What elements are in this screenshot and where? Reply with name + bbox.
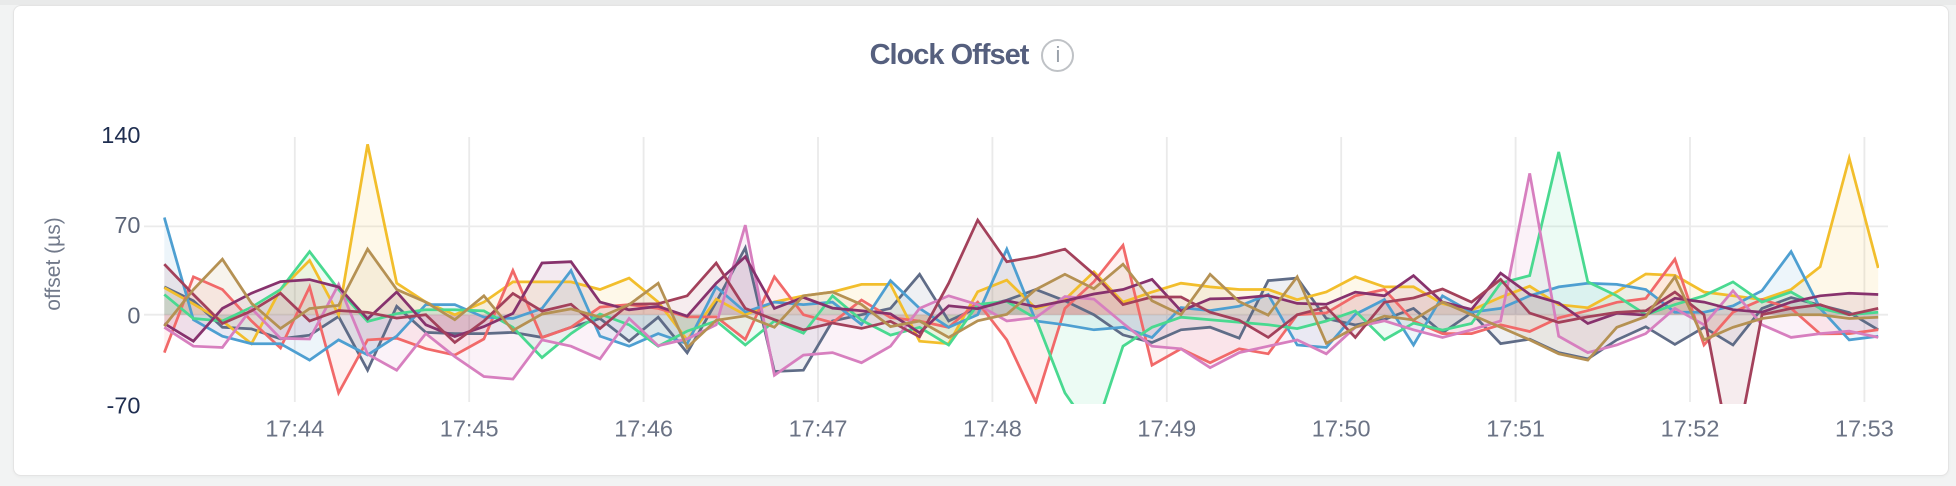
svg-text:17:53: 17:53 xyxy=(1835,416,1894,442)
svg-text:17:46: 17:46 xyxy=(614,416,673,442)
svg-text:17:48: 17:48 xyxy=(963,416,1022,442)
svg-text:17:47: 17:47 xyxy=(789,416,848,442)
svg-text:70: 70 xyxy=(114,212,140,238)
svg-text:-70: -70 xyxy=(107,393,141,419)
svg-text:17:45: 17:45 xyxy=(440,416,499,442)
svg-text:17:50: 17:50 xyxy=(1312,416,1371,442)
svg-text:140: 140 xyxy=(101,122,140,148)
svg-text:17:49: 17:49 xyxy=(1137,416,1196,442)
svg-text:17:44: 17:44 xyxy=(265,416,324,442)
svg-text:0: 0 xyxy=(127,303,140,329)
svg-text:17:52: 17:52 xyxy=(1661,416,1720,442)
svg-text:17:51: 17:51 xyxy=(1486,416,1545,442)
